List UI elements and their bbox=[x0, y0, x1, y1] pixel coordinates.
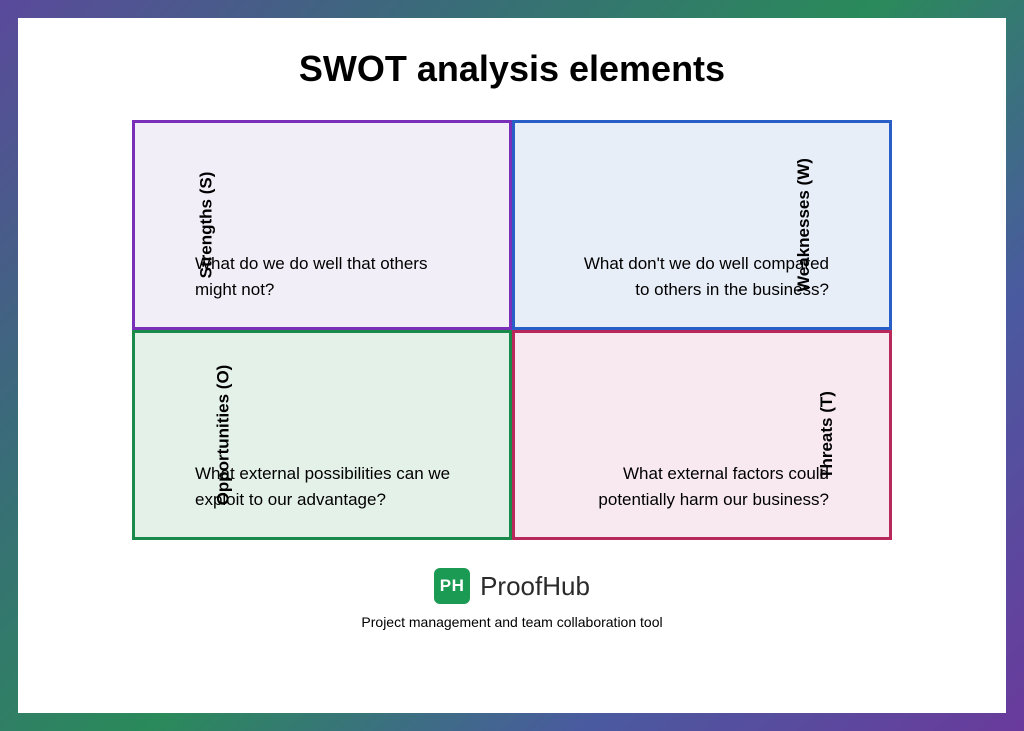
quadrant-opportunities: Opportunities (O) What external possibil… bbox=[132, 330, 512, 540]
quadrant-text-opportunities: What external possibilities can we explo… bbox=[195, 461, 455, 512]
quadrant-strengths: Strengths (S) What do we do well that ot… bbox=[132, 120, 512, 330]
page-content: SWOT analysis elements Strengths (S) Wha… bbox=[18, 18, 1006, 713]
quadrant-weaknesses: Weaknesses (W) What don't we do well com… bbox=[512, 120, 892, 330]
brand-tagline: Project management and team collaboratio… bbox=[361, 614, 662, 630]
brand: PH ProofHub bbox=[434, 568, 590, 604]
swot-grid: Strengths (S) What do we do well that ot… bbox=[132, 120, 892, 540]
quadrant-label-threats: Threats (T) bbox=[817, 391, 837, 479]
quadrant-label-weaknesses: Weaknesses (W) bbox=[794, 158, 814, 292]
quadrant-threats: Threats (T) What external factors could … bbox=[512, 330, 892, 540]
quadrant-label-strengths: Strengths (S) bbox=[196, 172, 216, 279]
quadrant-text-threats: What external factors could potentially … bbox=[569, 461, 829, 512]
quadrant-label-opportunities: Opportunities (O) bbox=[213, 365, 233, 506]
footer: PH ProofHub Project management and team … bbox=[361, 568, 662, 630]
brand-name: ProofHub bbox=[480, 571, 590, 602]
brand-icon-text: PH bbox=[440, 576, 465, 596]
page-title: SWOT analysis elements bbox=[299, 48, 725, 90]
brand-icon: PH bbox=[434, 568, 470, 604]
quadrant-text-weaknesses: What don't we do well compared to others… bbox=[569, 251, 829, 302]
quadrant-text-strengths: What do we do well that others might not… bbox=[195, 251, 455, 302]
